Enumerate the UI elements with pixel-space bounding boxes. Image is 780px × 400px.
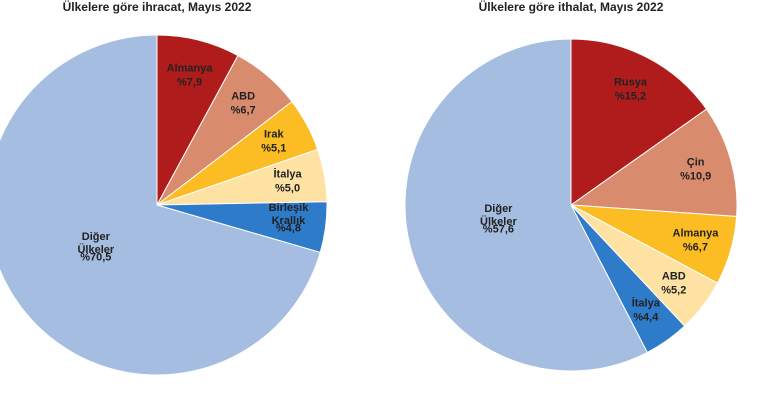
- slice-label: ABD: [231, 90, 256, 103]
- slice-value-label: %6,7: [230, 104, 256, 117]
- slice-value-label: %57,6: [482, 223, 515, 236]
- slice-value-label: %4,8: [275, 222, 301, 235]
- chart-title: Ülkelere göre ithalat, Mayıs 2022: [478, 0, 664, 14]
- pie-slice: [570, 38, 708, 206]
- pie-slice: [404, 38, 648, 372]
- slice-value-label: %15,2: [614, 90, 647, 103]
- slice-value-label: %7,9: [177, 76, 203, 89]
- slice-value-label: %5,2: [661, 284, 687, 297]
- chart-title: Ülkelere göre ihracat, Mayıs 2022: [62, 0, 252, 14]
- slice-label: Diğer Ülkeler: [77, 230, 115, 256]
- slice-value-label: %5,1: [261, 142, 287, 155]
- slice-label: Almanya: [672, 227, 719, 240]
- slice-label: Çin: [686, 156, 705, 169]
- slice-label: Diğer Ülkeler: [480, 202, 517, 228]
- slice-value-label: %70,5: [80, 251, 112, 264]
- slice-label: Irak: [263, 128, 284, 141]
- slice-label: İtalya: [273, 168, 302, 181]
- pie-slice: [569, 108, 738, 217]
- slice-value-label: %6,7: [682, 241, 708, 254]
- slice-label: Rusya: [613, 76, 648, 89]
- slice-value-label: %4,4: [633, 311, 659, 324]
- slice-value-label: %10,9: [680, 170, 712, 183]
- slice-label: ABD: [661, 270, 686, 283]
- slice-label: İtalya: [631, 297, 660, 310]
- pie-slice: [0, 34, 321, 376]
- slice-label: Birleşik Krallık: [268, 202, 309, 228]
- slice-label: Almanya: [166, 62, 213, 75]
- slice-value-label: %5,0: [275, 182, 301, 195]
